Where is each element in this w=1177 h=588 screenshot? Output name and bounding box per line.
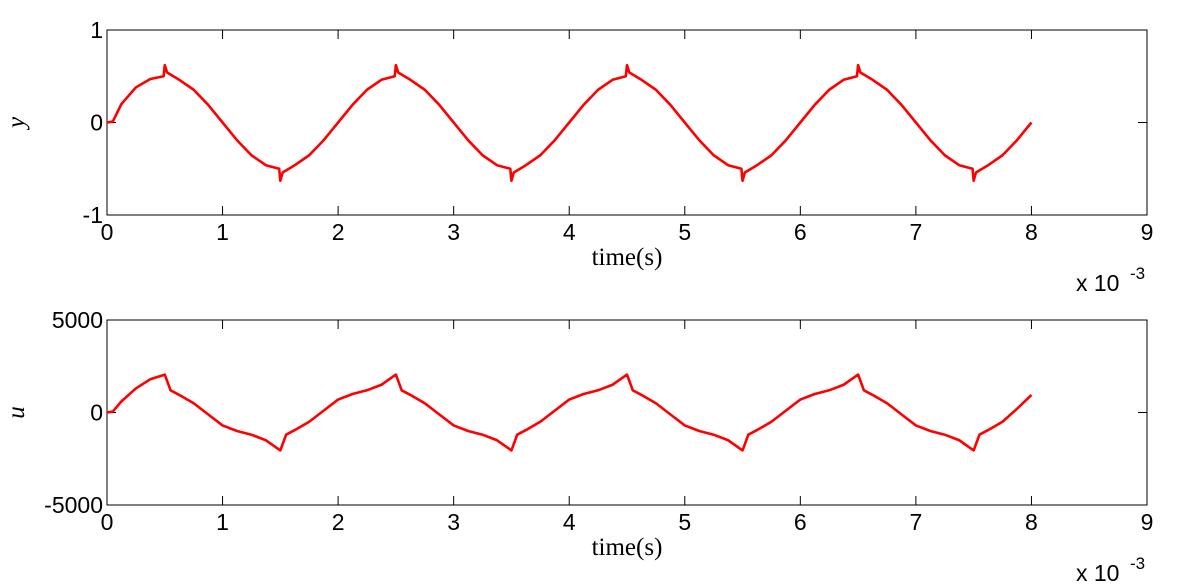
x-tick-label: 9	[1141, 509, 1154, 535]
x-axis-label: time(s)	[592, 534, 663, 561]
x-tick-label: 9	[1141, 219, 1154, 245]
x-tick-label: 6	[794, 509, 807, 535]
data-line	[106, 63, 1033, 183]
x-tick-label: 7	[909, 509, 922, 535]
y-tick-label: 1	[90, 17, 103, 43]
plot-frame	[106, 29, 1148, 216]
x-tick-label: 8	[1025, 509, 1038, 535]
y-tick-label: -5000	[44, 492, 103, 518]
x-exponent: -3	[1130, 264, 1145, 283]
y-axis-label: u	[3, 406, 30, 419]
x-tick-label: 3	[447, 219, 460, 245]
x-tick-label: 4	[563, 509, 576, 535]
x-tick-label: 2	[332, 509, 345, 535]
x-tick-label: 6	[794, 219, 807, 245]
x-tick-label: 0	[101, 219, 114, 245]
y-tick-label: -1	[83, 202, 103, 228]
x-multiplier: x 10	[1076, 270, 1119, 296]
y-tick-label: 5000	[52, 307, 103, 333]
x-exponent: -3	[1130, 554, 1145, 573]
plot-frame	[106, 319, 1148, 506]
x-tick-label: 4	[563, 219, 576, 245]
x-tick-label: 0	[101, 509, 114, 535]
x-axis-label: time(s)	[592, 244, 663, 271]
y-tick-label: 0	[90, 110, 103, 136]
y-tick-label: 0	[90, 400, 103, 426]
x-tick-label: 1	[216, 509, 229, 535]
x-tick-label: 8	[1025, 219, 1038, 245]
x-tick-label: 2	[332, 219, 345, 245]
x-tick-label: 7	[909, 219, 922, 245]
y-axis-label: y	[3, 116, 30, 131]
data-line	[106, 373, 1033, 452]
x-tick-label: 1	[216, 219, 229, 245]
x-tick-label: 5	[678, 219, 691, 245]
x-tick-label: 3	[447, 509, 460, 535]
x-tick-label: 5	[678, 509, 691, 535]
x-multiplier: x 10	[1076, 560, 1119, 586]
